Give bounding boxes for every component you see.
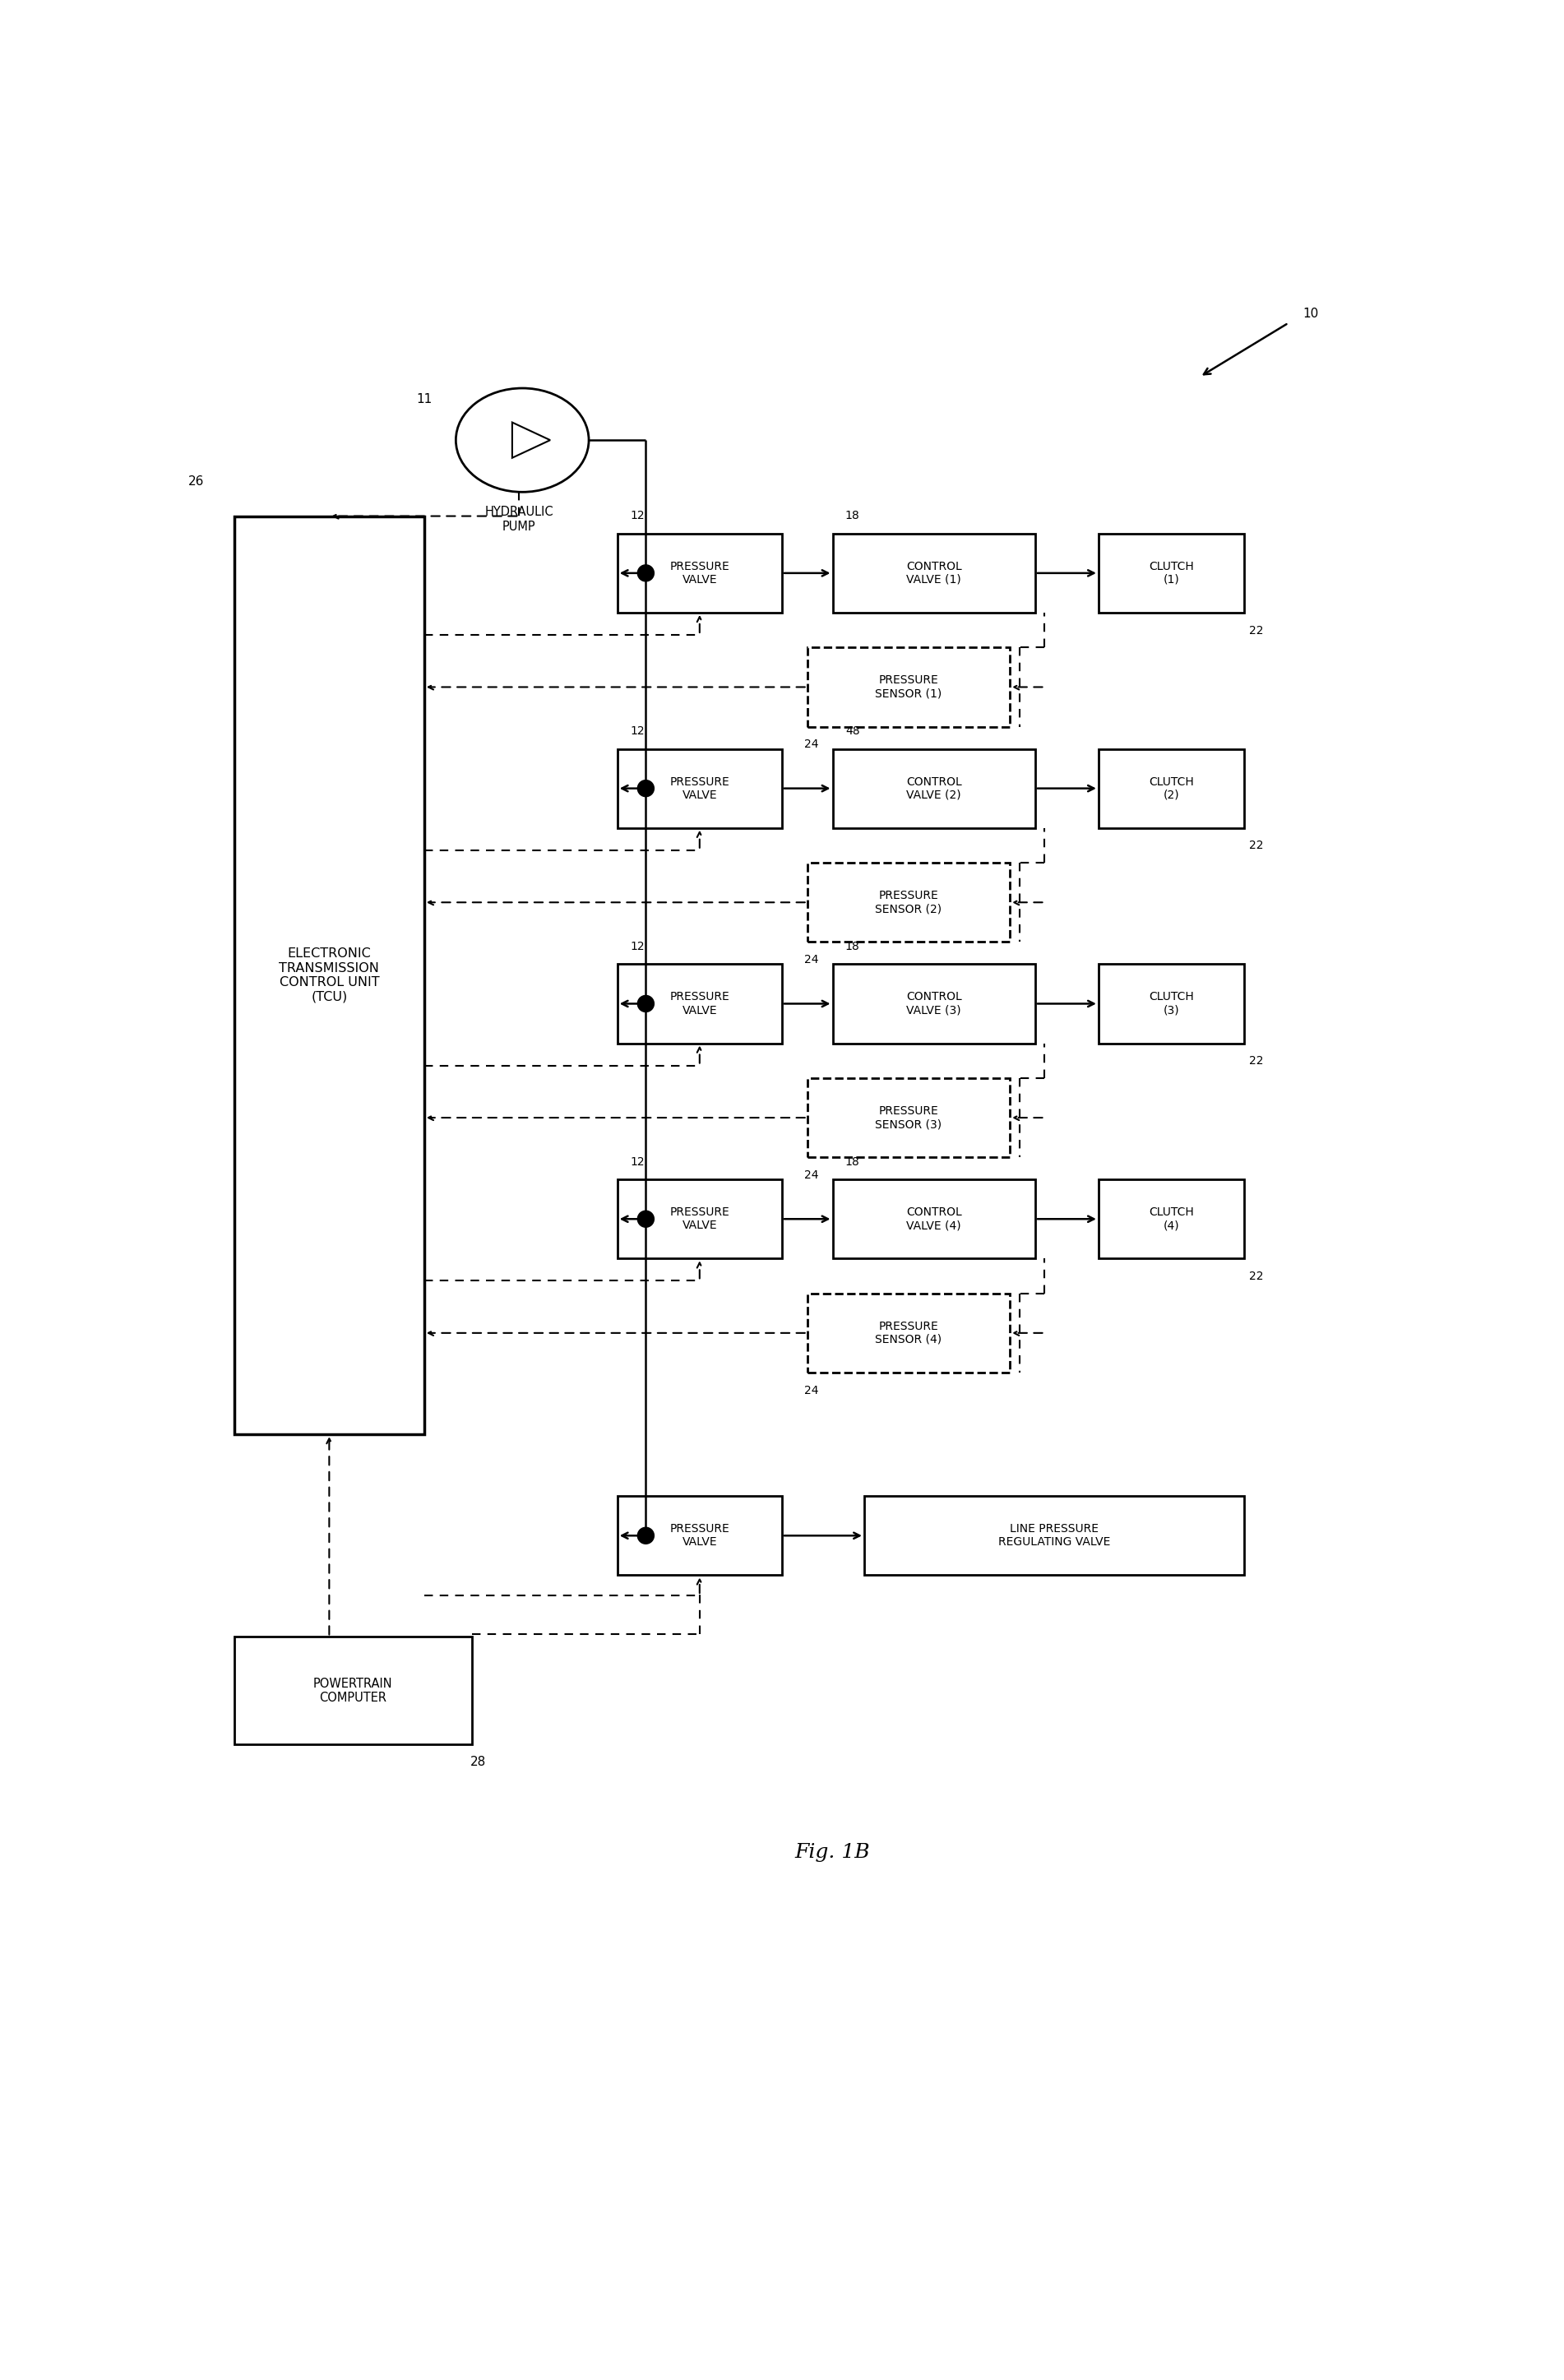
Bar — [1098, 964, 1243, 1042]
Text: PRESSURE
SENSOR (3): PRESSURE SENSOR (3) — [876, 1104, 942, 1130]
Bar — [618, 1180, 782, 1259]
Circle shape — [638, 1211, 654, 1228]
Bar — [618, 750, 782, 828]
Text: PRESSURE
VALVE: PRESSURE VALVE — [669, 776, 729, 800]
Text: 24: 24 — [804, 1385, 818, 1397]
Text: CLUTCH
(1): CLUTCH (1) — [1150, 562, 1193, 585]
Bar — [807, 864, 1010, 942]
Circle shape — [638, 995, 654, 1012]
Text: 28: 28 — [471, 1756, 486, 1768]
Bar — [1098, 533, 1243, 612]
Bar — [235, 1637, 472, 1745]
Text: PRESSURE
VALVE: PRESSURE VALVE — [669, 1207, 729, 1230]
Text: 24: 24 — [804, 954, 818, 966]
Text: 48: 48 — [845, 726, 860, 738]
Text: 12: 12 — [630, 726, 644, 738]
Bar — [832, 964, 1035, 1042]
Text: HYDRAULIC
PUMP: HYDRAULIC PUMP — [485, 507, 554, 533]
Text: CONTROL
VALVE (3): CONTROL VALVE (3) — [906, 992, 962, 1016]
Text: PRESSURE
VALVE: PRESSURE VALVE — [669, 992, 729, 1016]
Text: 11: 11 — [416, 393, 432, 405]
Text: PRESSURE
VALVE: PRESSURE VALVE — [669, 562, 729, 585]
Bar — [618, 533, 782, 612]
Polygon shape — [511, 421, 551, 457]
Text: 24: 24 — [804, 738, 818, 750]
Text: PRESSURE
SENSOR (1): PRESSURE SENSOR (1) — [876, 674, 942, 700]
Text: PRESSURE
SENSOR (4): PRESSURE SENSOR (4) — [876, 1321, 942, 1345]
Text: 22: 22 — [1250, 624, 1264, 635]
Ellipse shape — [455, 388, 588, 493]
Circle shape — [638, 1528, 654, 1545]
Text: CONTROL
VALVE (1): CONTROL VALVE (1) — [906, 562, 962, 585]
Text: Fig. 1B: Fig. 1B — [795, 1842, 870, 1861]
Text: LINE PRESSURE
REGULATING VALVE: LINE PRESSURE REGULATING VALVE — [998, 1523, 1110, 1547]
Bar — [618, 1497, 782, 1576]
Text: 26: 26 — [188, 476, 205, 488]
Circle shape — [638, 564, 654, 581]
Text: 22: 22 — [1250, 1054, 1264, 1066]
Bar — [1098, 750, 1243, 828]
Text: 22: 22 — [1250, 1271, 1264, 1283]
Text: 12: 12 — [630, 940, 644, 952]
Text: ELECTRONIC
TRANSMISSION
CONTROL UNIT
(TCU): ELECTRONIC TRANSMISSION CONTROL UNIT (TC… — [278, 947, 380, 1002]
Text: PRESSURE
SENSOR (2): PRESSURE SENSOR (2) — [876, 890, 942, 914]
Text: 12: 12 — [630, 509, 644, 521]
Bar — [832, 533, 1035, 612]
Bar — [807, 1078, 1010, 1157]
Text: 18: 18 — [845, 509, 860, 521]
Bar — [865, 1497, 1243, 1576]
Text: 10: 10 — [1303, 307, 1318, 319]
Bar — [832, 750, 1035, 828]
Text: CONTROL
VALVE (4): CONTROL VALVE (4) — [906, 1207, 962, 1230]
Text: CLUTCH
(4): CLUTCH (4) — [1150, 1207, 1193, 1230]
Bar — [235, 516, 424, 1435]
Text: CONTROL
VALVE (2): CONTROL VALVE (2) — [906, 776, 962, 800]
Bar — [807, 1292, 1010, 1373]
Text: POWERTRAIN
COMPUTER: POWERTRAIN COMPUTER — [313, 1678, 393, 1704]
Circle shape — [638, 781, 654, 797]
Text: PRESSURE
VALVE: PRESSURE VALVE — [669, 1523, 729, 1547]
Text: 18: 18 — [845, 1157, 860, 1169]
Text: CLUTCH
(2): CLUTCH (2) — [1150, 776, 1193, 800]
Text: CLUTCH
(3): CLUTCH (3) — [1150, 992, 1193, 1016]
Text: 18: 18 — [845, 940, 860, 952]
Bar — [807, 647, 1010, 726]
Text: 12: 12 — [630, 1157, 644, 1169]
Text: 22: 22 — [1250, 840, 1264, 852]
Bar — [1098, 1180, 1243, 1259]
Bar — [832, 1180, 1035, 1259]
Text: 24: 24 — [804, 1169, 818, 1180]
Bar — [618, 964, 782, 1042]
